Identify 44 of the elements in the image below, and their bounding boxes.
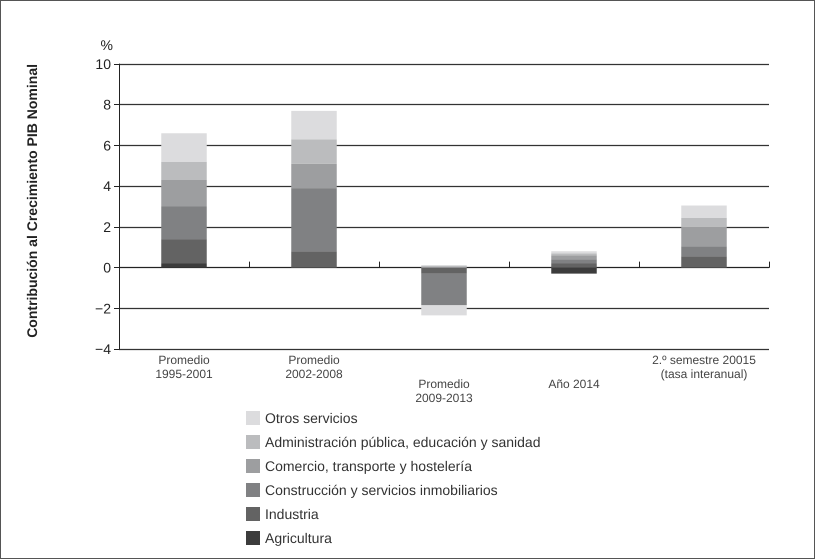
x-tick-label: Promedio 1995-2001 [155,353,214,381]
bar [681,205,727,218]
legend-label: Construcción y servicios inmobiliarios [265,482,498,498]
x-tick-label: Promedio 2009-2013 [415,376,474,405]
bar [161,180,207,206]
bar [421,274,467,306]
bar [681,256,727,268]
y-tick-label: 10 [95,56,112,72]
bar [161,206,207,240]
bar [551,264,597,268]
x-tick-label: Promedio 2002-2008 [285,353,344,381]
bar [551,259,597,264]
legend-label: Industria [265,506,319,522]
bar [161,162,207,180]
y-tick-label: −4 [95,341,112,357]
bar [161,239,207,264]
bar [551,268,597,274]
bar [291,110,337,140]
bar [551,255,597,260]
bar [291,164,337,188]
legend-label: Administración pública, educación y sanidad [265,434,540,450]
bar [291,188,337,252]
legend-label: Comercio, transporte y hostelería [265,458,472,474]
x-tick-label: Año 2014 [548,376,600,391]
legend-label: Agricultura [265,530,332,546]
bar [291,139,337,164]
bar [161,133,207,162]
y-tick-label: 6 [103,137,112,154]
bar [421,268,467,274]
y-tick-label: −2 [95,300,112,316]
y-axis-title: Contribución al Crecimiento PIB Nominal [24,64,40,338]
bar [291,251,337,268]
legend-label: Otros servicios [265,410,358,426]
y-tick-label: 4 [103,178,112,194]
bar [681,218,727,227]
text: % [100,37,113,53]
bar [681,246,727,256]
y-tick-label: 2 [103,218,112,235]
y-tick-label: 0 [103,260,112,276]
bar [681,226,727,246]
bar [421,305,467,316]
y-tick-label: 8 [103,96,112,113]
bar [161,264,207,268]
x-tick-label: 2.º semestre 20015 (tasa interanual) [652,353,756,381]
